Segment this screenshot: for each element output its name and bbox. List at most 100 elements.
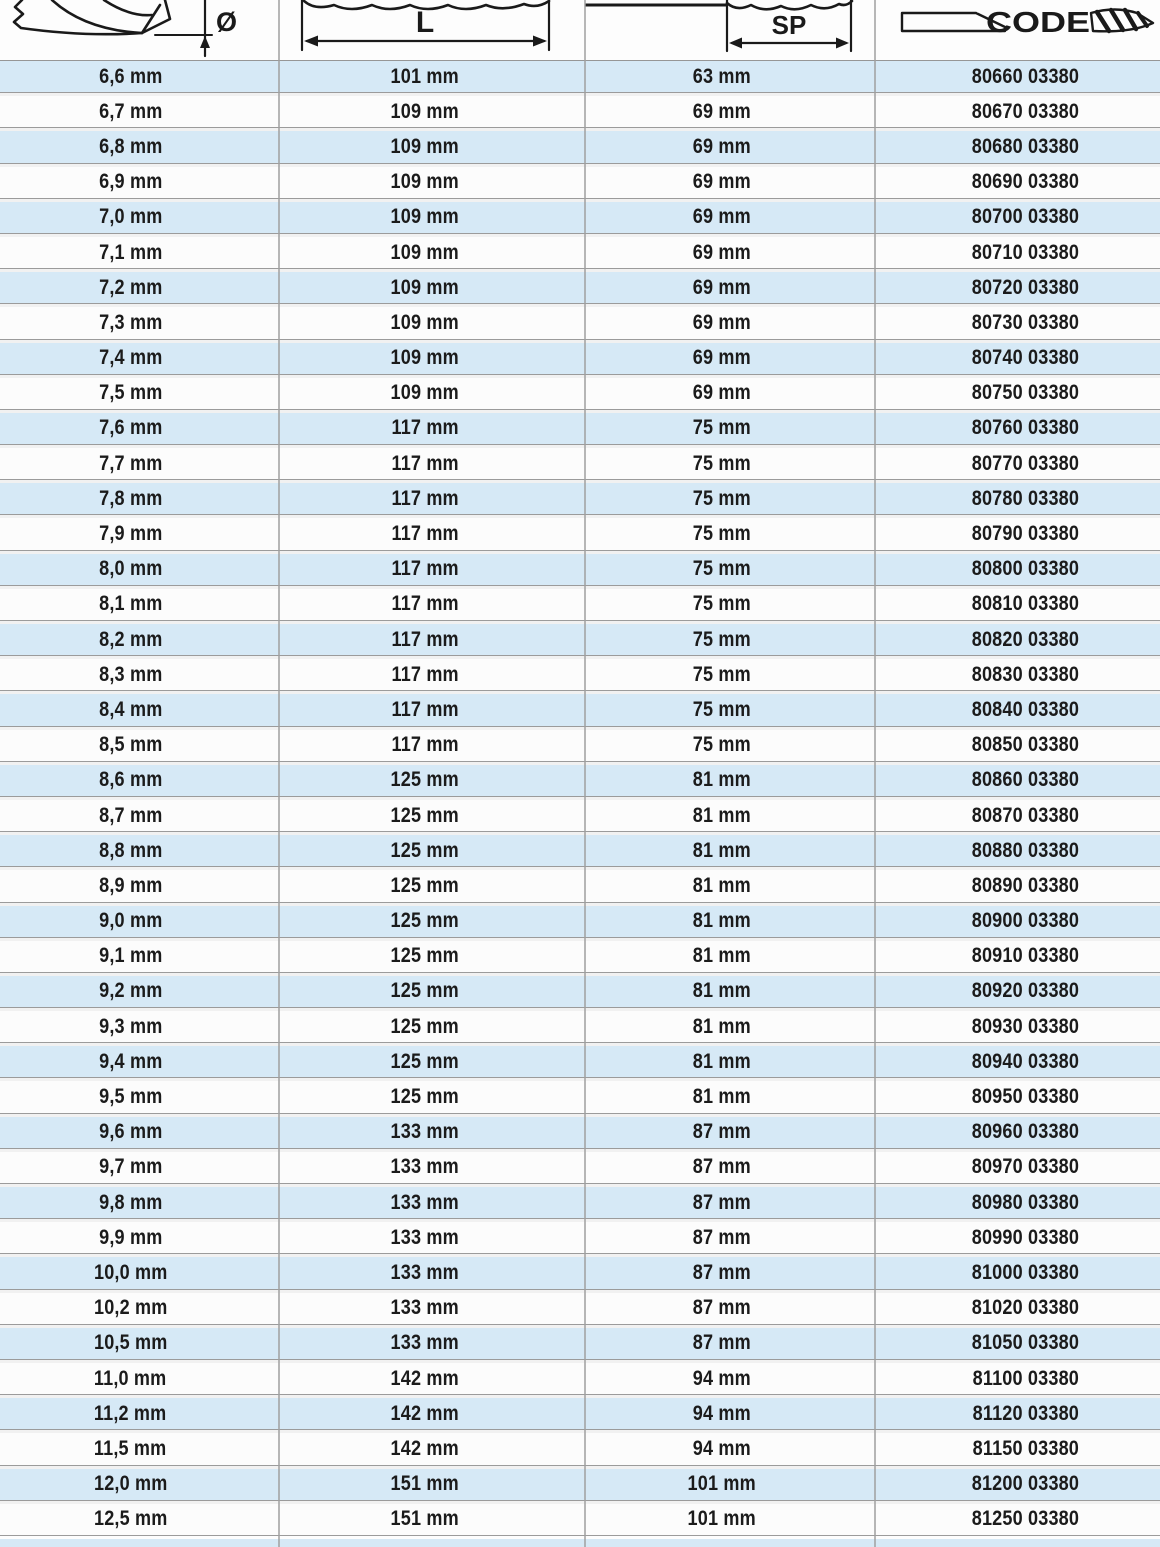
table-row: 12,5 mm 151 mm 101 mm 81250 03380 (0, 1503, 1160, 1536)
cell-diameter: 9,4 mm (98, 1049, 163, 1073)
cell-spiral-length: 87 mm (692, 1331, 752, 1355)
table-row: 9,6 mm 133 mm 87 mm 80960 03380 (0, 1116, 1160, 1149)
cell-diameter: 9,7 mm (98, 1155, 163, 1179)
cell-diameter: 11,5 mm (94, 1436, 167, 1460)
cell-length: 109 mm (390, 205, 460, 229)
length-symbol: L (416, 6, 434, 39)
cell-length: 109 mm (390, 170, 460, 194)
cell-code: 80990 03380 (971, 1225, 1080, 1249)
table-row: 8,5 mm 117 mm 75 mm 80850 03380 (0, 729, 1160, 762)
cell-spiral-length: 75 mm (692, 697, 752, 721)
cell-spiral-length: 87 mm (692, 1155, 752, 1179)
cell-length: 109 mm (390, 310, 460, 334)
cell-spiral-length: 81 mm (692, 944, 752, 968)
cell-diameter: 9,1 mm (98, 944, 163, 968)
table-row: 8,9 mm 125 mm 81 mm 80890 03380 (0, 870, 1160, 903)
cell-spiral-length: 87 mm (692, 1260, 752, 1284)
cell-length: 133 mm (390, 1120, 460, 1144)
table-row: 7,8 mm 117 mm 75 mm 80780 03380 (0, 483, 1160, 516)
cell-spiral-length: 94 mm (692, 1401, 752, 1425)
cell-length: 109 mm (390, 381, 460, 405)
cell-spiral-length: 81 mm (692, 768, 752, 792)
cell-code: 80970 03380 (971, 1155, 1080, 1179)
cell-code: 80860 03380 (971, 768, 1080, 792)
cell-code: 81020 03380 (971, 1296, 1080, 1320)
table-row: 7,4 mm 109 mm 69 mm 80740 03380 (0, 342, 1160, 375)
cell-diameter: 8,1 mm (98, 592, 163, 616)
cell-spiral-length: 69 mm (692, 346, 752, 370)
cell-length: 125 mm (390, 803, 460, 827)
cell-code: 80950 03380 (971, 1085, 1080, 1109)
cell-length: 117 mm (391, 733, 459, 757)
cell-code: 80710 03380 (971, 240, 1080, 264)
cell-spiral-length: 87 mm (692, 1120, 752, 1144)
cell-spiral-length: 81 mm (692, 1049, 752, 1073)
cell-length: 117 mm (391, 451, 459, 475)
cell-code: 80760 03380 (971, 416, 1080, 440)
table-row: 7,3 mm 109 mm 69 mm 80730 03380 (0, 307, 1160, 340)
cell-spiral-length: 75 mm (692, 451, 752, 475)
cell-code: 80960 03380 (971, 1120, 1080, 1144)
cell-spiral-length: 63 mm (692, 64, 752, 88)
cell-spiral-length: 81 mm (692, 873, 752, 897)
cell-diameter: 6,7 mm (98, 99, 163, 123)
cell-spiral-length: 69 mm (692, 381, 752, 405)
cell-diameter: 9,3 mm (98, 1014, 163, 1038)
cell-length: 117 mm (391, 592, 459, 616)
table-row: 7,5 mm 109 mm 69 mm 80750 03380 (0, 377, 1160, 410)
cell-diameter: 7,4 mm (98, 346, 163, 370)
column-divider (278, 0, 280, 1547)
cell-spiral-length: 69 mm (692, 310, 752, 334)
cell-spiral-length: 69 mm (692, 240, 752, 264)
cell-diameter: 7,6 mm (98, 416, 163, 440)
cell-spiral-length: 81 mm (692, 838, 752, 862)
cell-spiral-length: 81 mm (692, 909, 752, 933)
cell-code: 80920 03380 (971, 979, 1080, 1003)
drill-spiral-length-icon: SP (585, 0, 854, 53)
cell-code: 80780 03380 (971, 486, 1080, 510)
cell-length: 109 mm (390, 99, 460, 123)
header-col-spiral: SP (585, 0, 875, 60)
cell-code: 80770 03380 (971, 451, 1080, 475)
cell-length: 125 mm (390, 979, 460, 1003)
cell-code: 80940 03380 (971, 1049, 1080, 1073)
cell-code: 80810 03380 (971, 592, 1080, 616)
cell-diameter: 8,0 mm (98, 557, 163, 581)
header-col-length: L (279, 0, 585, 60)
table-row: 7,0 mm 109 mm 69 mm 80700 03380 (0, 201, 1160, 234)
table-row: 8,2 mm 117 mm 75 mm 80820 03380 (0, 624, 1160, 657)
table-row: 11,2 mm 142 mm 94 mm 81120 03380 (0, 1398, 1160, 1431)
table-row: 7,9 mm 117 mm 75 mm 80790 03380 (0, 518, 1160, 551)
cell-spiral-length: 69 mm (692, 275, 752, 299)
table-row: 9,1 mm 125 mm 81 mm 80910 03380 (0, 940, 1160, 973)
cell-spiral-length: 87 mm (692, 1296, 752, 1320)
table-row: 6,8 mm 109 mm 69 mm 80680 03380 (0, 131, 1160, 164)
cell-code: 80720 03380 (971, 275, 1080, 299)
cell-spiral-length: 75 mm (692, 557, 752, 581)
cell-length: 142 mm (390, 1366, 460, 1390)
cell-diameter: 6,9 mm (98, 170, 163, 194)
cell-spiral-length: 87 mm (692, 1190, 752, 1214)
cell-length: 133 mm (390, 1190, 460, 1214)
cell-length: 125 mm (390, 838, 460, 862)
cell-spiral-length: 81 mm (692, 979, 752, 1003)
cell-diameter: 9,9 mm (98, 1225, 163, 1249)
cell-spiral-length: 87 mm (692, 1225, 752, 1249)
table-row: 12,0 mm 151 mm 101 mm 81200 03380 (0, 1468, 1160, 1501)
cell-spiral-length: 81 mm (692, 803, 752, 827)
cell-code: 80750 03380 (971, 381, 1080, 405)
cell-spiral-length: 69 mm (692, 170, 752, 194)
cell-length: 133 mm (390, 1225, 460, 1249)
cell-diameter: 9,6 mm (98, 1120, 163, 1144)
cell-spiral-length: 101 mm (687, 1472, 757, 1496)
cell-length: 109 mm (390, 134, 460, 158)
cell-length: 125 mm (390, 1049, 460, 1073)
cell-length: 142 mm (390, 1401, 460, 1425)
cell-length: 117 mm (391, 416, 459, 440)
cell-length: 109 mm (390, 346, 460, 370)
cell-code: 81150 03380 (972, 1436, 1079, 1460)
cell-code: 81120 03380 (972, 1401, 1079, 1425)
cell-diameter: 11,2 mm (94, 1401, 167, 1425)
table-row: 7,7 mm 117 mm 75 mm 80770 03380 (0, 448, 1160, 481)
